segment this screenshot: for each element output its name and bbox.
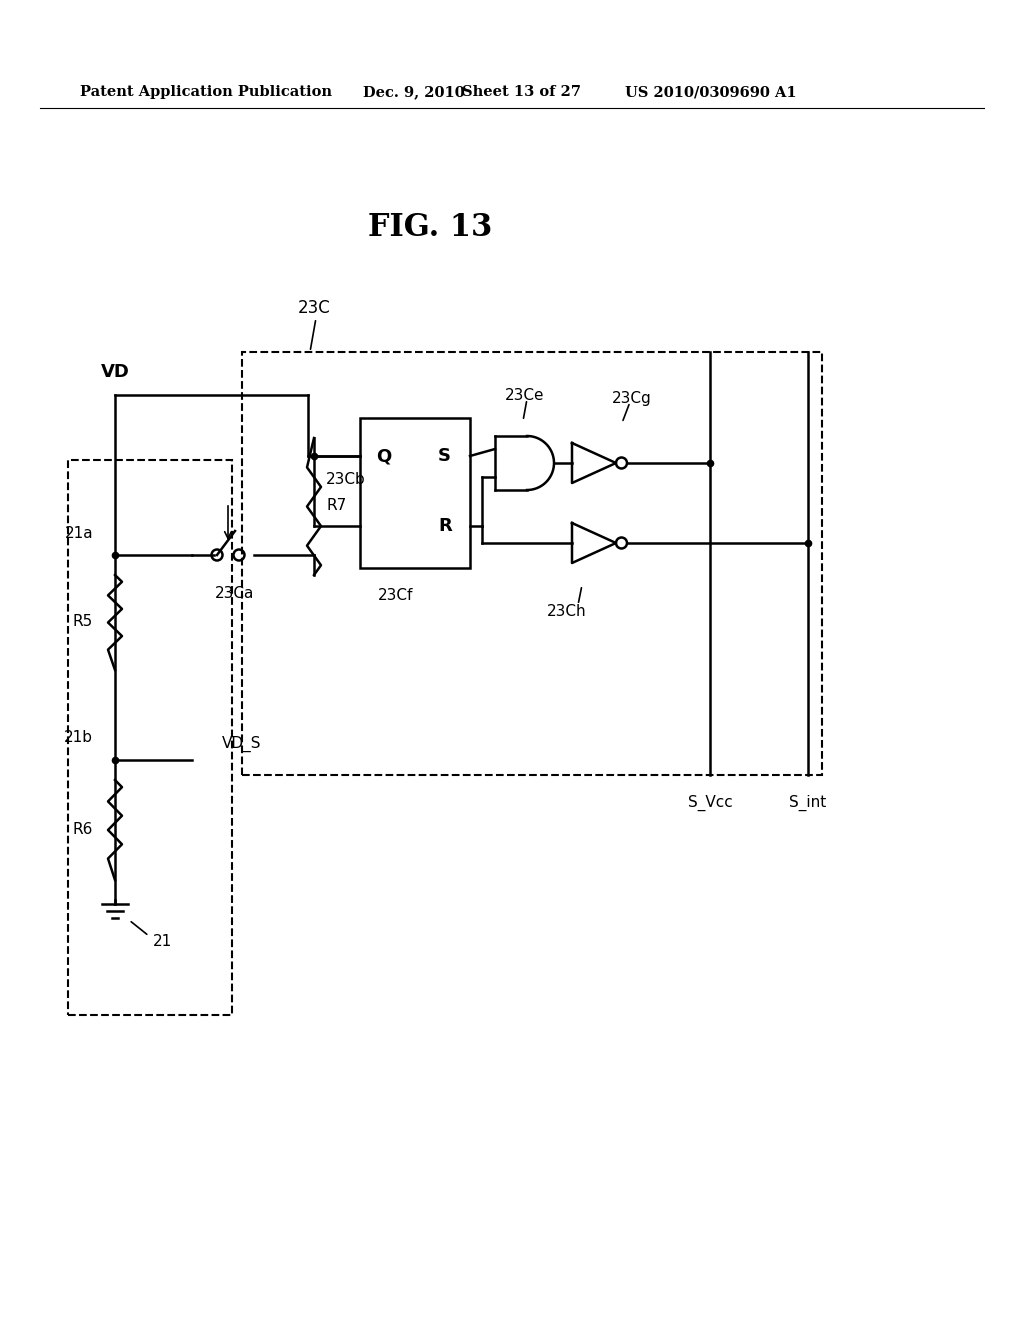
Text: VD_S: VD_S xyxy=(222,735,261,752)
Text: R5: R5 xyxy=(73,615,93,630)
Text: 23Ca: 23Ca xyxy=(215,586,255,601)
Text: Sheet 13 of 27: Sheet 13 of 27 xyxy=(462,84,581,99)
Text: S: S xyxy=(438,447,451,465)
Text: 23Cb: 23Cb xyxy=(326,473,366,487)
Text: 21a: 21a xyxy=(65,525,93,540)
Text: Patent Application Publication: Patent Application Publication xyxy=(80,84,332,99)
Text: Q: Q xyxy=(376,447,391,465)
Text: FIG. 13: FIG. 13 xyxy=(368,213,493,243)
Text: 23C: 23C xyxy=(298,300,331,317)
Text: 21b: 21b xyxy=(63,730,93,746)
Bar xyxy=(242,352,822,775)
Bar xyxy=(360,418,470,568)
Text: R7: R7 xyxy=(326,499,346,513)
Text: S_Vcc: S_Vcc xyxy=(688,795,732,812)
Text: US 2010/0309690 A1: US 2010/0309690 A1 xyxy=(625,84,797,99)
Bar xyxy=(68,459,232,1015)
Text: 23Cf: 23Cf xyxy=(378,589,414,603)
Text: 23Cg: 23Cg xyxy=(612,391,652,405)
Text: R6: R6 xyxy=(73,822,93,837)
Text: 23Ce: 23Ce xyxy=(505,388,545,403)
Text: 23Ch: 23Ch xyxy=(547,603,587,619)
Text: VD: VD xyxy=(100,363,129,381)
Text: S_int: S_int xyxy=(790,795,826,812)
Text: 21: 21 xyxy=(153,935,172,949)
Text: R: R xyxy=(438,517,452,535)
Text: Dec. 9, 2010: Dec. 9, 2010 xyxy=(362,84,465,99)
